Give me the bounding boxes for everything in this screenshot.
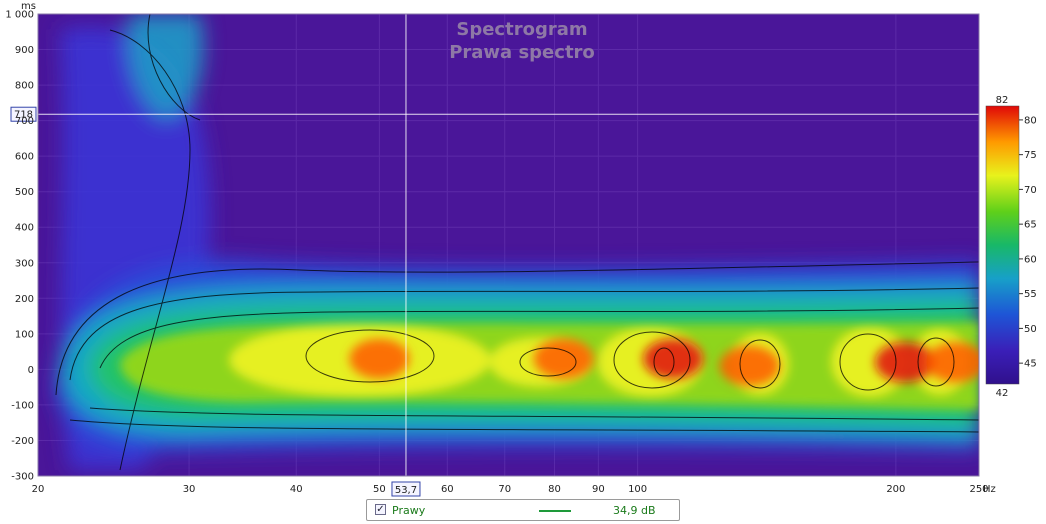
y-tick-label: -100 (11, 400, 34, 411)
legend-series-name: Prawy (392, 504, 426, 517)
y-tick-label: 100 (15, 329, 34, 340)
y-tick-label: 400 (15, 223, 34, 234)
peak-hotspot (643, 338, 704, 379)
colorbar-tick-label: 42 (996, 388, 1009, 399)
colorbar-tick-label: 65 (1024, 220, 1037, 231)
cursor-y-readout-box (10, 106, 37, 122)
colorbar-tick-label: 80 (1024, 115, 1037, 126)
y-axis-unit: ms (21, 1, 36, 12)
x-tick-label: 60 (441, 484, 454, 495)
cursor-x-readout-box (391, 481, 421, 497)
chart-subtitle: Prawa spectro (449, 42, 595, 63)
x-tick-label: 200 (886, 484, 905, 495)
ridge-top-column (127, 14, 204, 120)
y-tick-label: 700 (15, 116, 34, 127)
x-tick-label: 80 (548, 484, 561, 495)
contour-lines (55, 14, 979, 471)
x-tick-label: 30 (183, 484, 196, 495)
colorbar-tick-label: 60 (1024, 254, 1037, 265)
legend-line-swatch (539, 510, 571, 512)
peak-hotspot (719, 345, 780, 386)
y-tick-label: 200 (15, 294, 34, 305)
y-tick-label: -300 (11, 472, 34, 483)
y-axis: 1 0009008007006005004003002001000-100-20… (5, 10, 34, 483)
cursor-y-readout: 718 (14, 110, 33, 121)
plot-frame (37, 13, 980, 477)
y-tick-label: 800 (15, 81, 34, 92)
peak-hotspot (533, 338, 594, 379)
x-tick-label: 20 (32, 484, 45, 495)
legend-checkbox[interactable]: ✓ (375, 504, 386, 515)
x-tick-label: 40 (290, 484, 303, 495)
y-tick-label: 500 (15, 187, 34, 198)
x-tick-label: 50 (373, 484, 386, 495)
y-tick-label: 900 (15, 45, 34, 56)
peak-hotspot (925, 342, 979, 383)
colorbar-ticks: 42 45 50 55 60 65 70 75 80 82 (996, 95, 1037, 399)
y-tick-label: 1 000 (5, 10, 34, 21)
colorbar-tick-label: 50 (1024, 324, 1037, 335)
cursor-x-readout: 53,7 (395, 485, 417, 496)
x-axis: 20 30 40 50 60 70 80 90 100 200 250 (32, 484, 989, 495)
x-tick-label: 70 (498, 484, 511, 495)
y-tick-label: -200 (11, 436, 34, 447)
colorbar-tick-label: 55 (1024, 289, 1037, 300)
x-axis-unit: Hz (983, 484, 996, 495)
legend: ✓ Prawy 34,9 dB (366, 499, 680, 521)
colorbar: 42 45 50 55 60 65 70 75 80 82 (985, 95, 1037, 399)
colorbar-gradient (985, 105, 1020, 385)
cursor-crosshair[interactable]: 53,7 718 (10, 14, 979, 497)
y-tick-label: 0 (28, 365, 34, 376)
y-tick-label: 300 (15, 258, 34, 269)
colorbar-tick-label: 75 (1024, 150, 1037, 161)
colorbar-tick-label: 82 (996, 95, 1009, 106)
peak-hotspot (349, 338, 410, 379)
y-tick-label: 600 (15, 152, 34, 163)
x-tick-label: 100 (628, 484, 647, 495)
legend-series-value: 34,9 dB (613, 504, 656, 517)
colorbar-tick-label: 70 (1024, 185, 1037, 196)
x-tick-label: 90 (592, 484, 605, 495)
x-tick-label: 250 (969, 484, 988, 495)
colorbar-tick-label: 45 (1024, 359, 1037, 370)
chart-title: Spectrogram (456, 19, 587, 40)
